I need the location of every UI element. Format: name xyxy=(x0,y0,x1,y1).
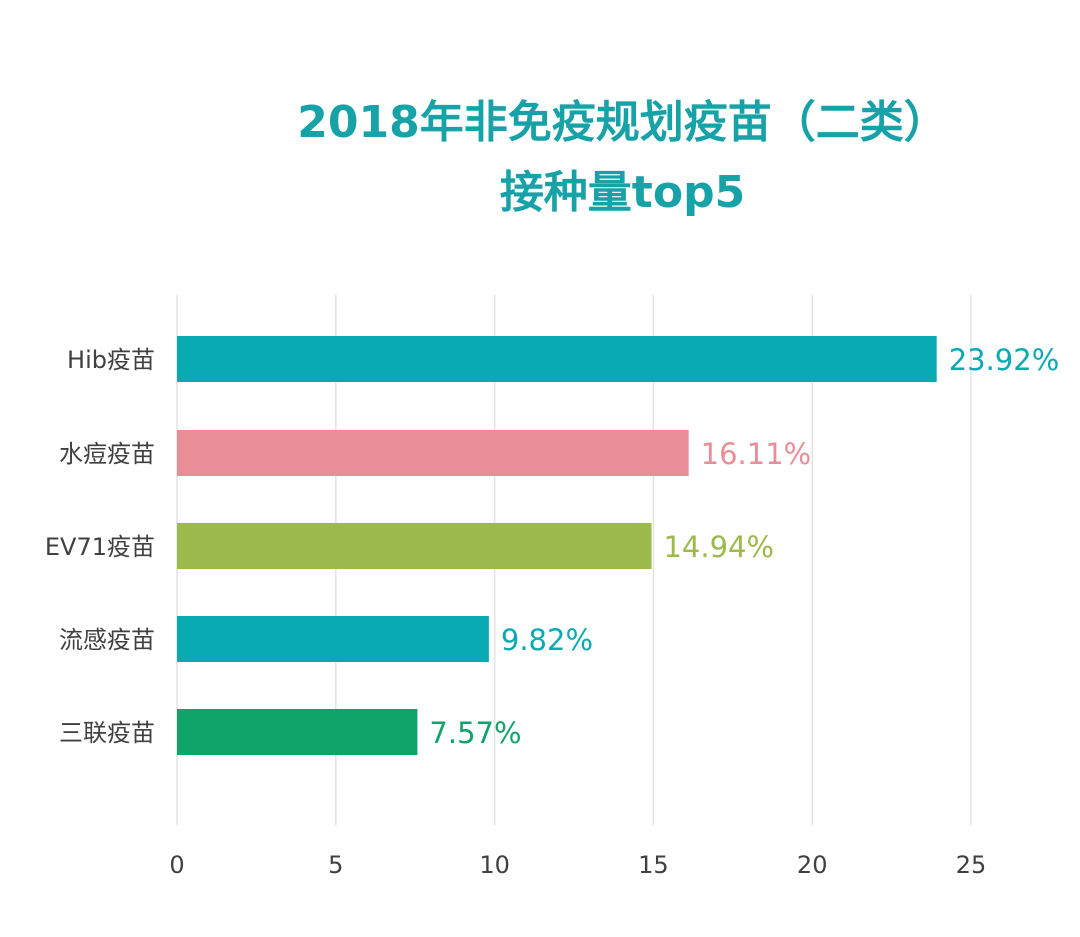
category-label-4: 流感疫苗 xyxy=(59,626,155,654)
value-label-5: 7.57% xyxy=(429,716,521,750)
value-label-4: 9.82% xyxy=(501,623,593,657)
bar-5 xyxy=(177,709,418,755)
value-label-3: 14.94% xyxy=(663,530,774,564)
x-tick-label-0: 0 xyxy=(169,851,184,879)
value-label-2: 16.11% xyxy=(701,437,812,471)
x-tick-label-15: 15 xyxy=(638,851,669,879)
bar-4 xyxy=(177,616,489,662)
x-tick-label-5: 5 xyxy=(328,851,343,879)
x-tick-label-20: 20 xyxy=(797,851,828,879)
bar-2 xyxy=(177,430,689,476)
bars xyxy=(177,336,937,755)
value-label-1: 23.92% xyxy=(949,343,1060,377)
category-label-5: 三联疫苗 xyxy=(59,719,155,747)
chart-subtitle: 接种量top5 xyxy=(499,167,746,218)
category-label-2: 水痘疫苗 xyxy=(59,440,155,468)
category-label-3: EV71疫苗 xyxy=(45,533,155,561)
x-tick-label-25: 25 xyxy=(956,851,987,879)
bar-1 xyxy=(177,336,937,382)
chart-title-block: 2018年非免疫规划疫苗（二类） 接种量top5 xyxy=(0,88,1080,228)
value-labels: 23.92% 16.11% 14.94% 9.82% 7.57% xyxy=(429,343,1059,750)
category-label-1: Hib疫苗 xyxy=(67,346,155,374)
x-axis-tick-labels: 0 5 10 15 20 25 xyxy=(169,851,986,879)
x-tick-label-10: 10 xyxy=(479,851,510,879)
bar-3 xyxy=(177,523,652,569)
chart-title: 2018年非免疫规划疫苗（二类） xyxy=(297,97,948,148)
